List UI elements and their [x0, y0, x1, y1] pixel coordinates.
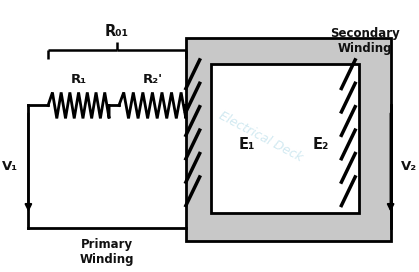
- Text: E₁: E₁: [239, 137, 255, 152]
- Text: Primary
Winding: Primary Winding: [80, 238, 134, 266]
- Text: R₂': R₂': [142, 73, 163, 86]
- Text: Secondary
Winding: Secondary Winding: [330, 27, 400, 55]
- Text: Electrical Deck: Electrical Deck: [217, 109, 305, 164]
- Text: R₁: R₁: [70, 73, 87, 86]
- Text: V₂: V₂: [401, 160, 416, 173]
- Bar: [212, 64, 359, 213]
- Text: R₀₁: R₀₁: [105, 24, 129, 39]
- Text: V₁: V₁: [3, 160, 18, 173]
- Text: E₂: E₂: [313, 137, 329, 152]
- Bar: [186, 38, 391, 241]
